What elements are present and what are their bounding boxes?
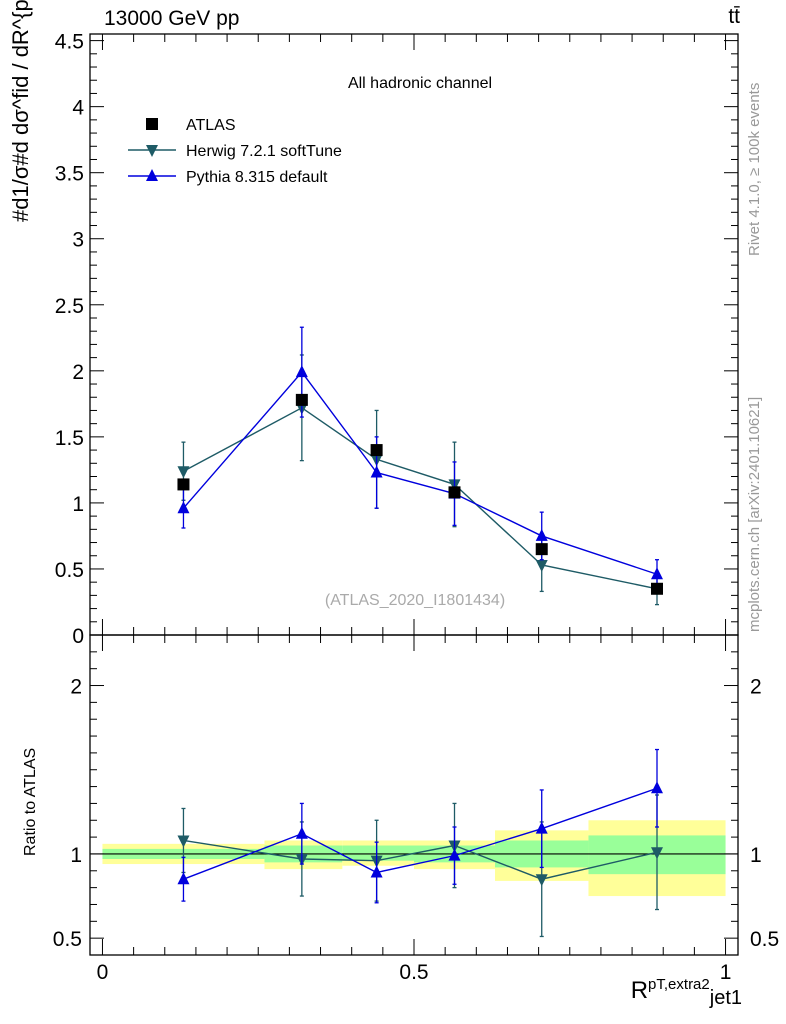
main-point-herwig	[535, 559, 548, 572]
main-title: All hadronic channel	[348, 75, 492, 92]
main-y-tick-label: 4	[72, 97, 84, 120]
x-axis-label-main: R	[630, 977, 649, 1004]
ratio-y-tick-label-right: 0.5	[750, 928, 779, 951]
main-point-atlas	[535, 543, 548, 556]
legend-label-atlas: ATLAS	[186, 117, 236, 134]
header-energy-label: 13000 GeV pp	[104, 7, 240, 30]
main-y-tick-label: 0.5	[55, 559, 84, 582]
ratio-point-pythia	[448, 848, 461, 861]
ratio-y-tick-label-right: 1	[750, 844, 762, 867]
ratio-point-herwig	[535, 874, 548, 887]
ratio-point-pythia	[370, 865, 383, 878]
main-y-tick-label: 3	[72, 229, 84, 252]
ratio-point-herwig	[651, 847, 663, 860]
ratio-y-tick-label-right: 2	[750, 676, 762, 699]
analysis-watermark: (ATLAS_2020_I1801434)	[325, 592, 505, 609]
ratio-plot-frame	[89, 634, 739, 956]
main-point-atlas	[295, 393, 308, 406]
main-point-pythia	[651, 567, 663, 580]
main-y-tick-label: 3.5	[55, 163, 84, 186]
legend-label-herwig: Herwig 7.2.1 softTune	[186, 143, 342, 160]
main-point-herwig	[177, 466, 190, 479]
main-point-pythia	[535, 528, 548, 541]
ratio-point-pythia	[651, 781, 663, 794]
main-y-tick-label: 0	[72, 625, 84, 648]
ratio-point-pythia	[177, 872, 190, 885]
main-line-herwig	[183, 406, 658, 590]
main-y-tick-label: 2.5	[55, 295, 84, 318]
main-y-tick-label: 2	[72, 361, 84, 384]
ratio-line-pythia	[183, 787, 658, 880]
main-line-pythia	[182, 371, 658, 575]
ratio-point-pythia	[295, 826, 308, 839]
ratio-point-pythia	[535, 821, 548, 834]
main-point-pythia	[295, 365, 308, 378]
x-axis-label-sup: pT,extra2	[648, 976, 710, 993]
main-y-tick-label: 1.5	[55, 427, 84, 450]
x-tick-label: 0	[97, 961, 109, 984]
legend-marker-herwig	[146, 145, 158, 157]
main-y-tick-label: 4.5	[55, 31, 84, 54]
main-y-tick-label: 1	[72, 493, 84, 516]
ratio-y-tick-label: 2	[70, 676, 82, 699]
x-axis-label: RpT,extra2jet1	[631, 976, 742, 1010]
main-point-atlas	[177, 478, 190, 491]
ratio-line-herwig	[183, 839, 658, 880]
main-point-atlas	[651, 582, 663, 595]
main-point-pythia	[177, 501, 190, 514]
x-tick-label: 0.5	[399, 961, 428, 984]
legend-marker-pythia	[146, 169, 158, 181]
ratio-y-tick-label: 1	[70, 844, 82, 867]
ratio-y-tick-label: 0.5	[53, 928, 82, 951]
main-point-atlas	[448, 486, 461, 499]
x-tick-label: 1	[720, 961, 732, 984]
legend-label-pythia: Pythia 8.315 default	[186, 169, 328, 186]
main-point-pythia	[370, 465, 383, 478]
header-process-label: tt̄	[728, 5, 740, 28]
ratio-point-herwig	[177, 835, 190, 848]
legend-marker-atlas	[146, 118, 158, 130]
x-axis-label-sub: jet1	[709, 986, 742, 1009]
main-point-atlas	[370, 444, 383, 457]
